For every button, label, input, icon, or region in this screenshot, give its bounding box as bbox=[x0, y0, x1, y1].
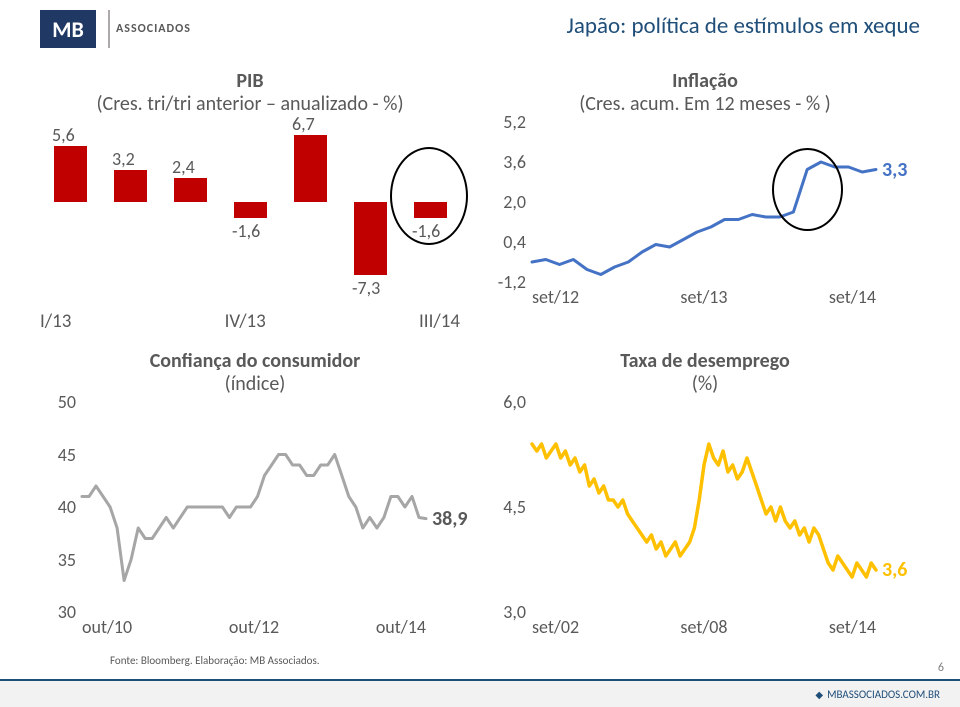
highlight-circle bbox=[390, 147, 468, 245]
chart-desemprego-title-rest: (%) bbox=[692, 372, 718, 396]
x-tick-label: out/10 bbox=[82, 616, 132, 638]
line-svg bbox=[490, 122, 920, 282]
highlight-circle bbox=[772, 148, 843, 231]
x-tick-label: set/14 bbox=[829, 286, 876, 308]
x-axis-labels: out/10 out/12 out/14 bbox=[82, 616, 426, 638]
logo-text: ASSOCIADOS bbox=[116, 22, 191, 36]
x-tick-label: set/08 bbox=[680, 616, 727, 638]
chart-confianca: Confiança do consumidor (índice) 3035404… bbox=[40, 350, 470, 612]
slide-title: Japão: política de estímulos em xeque bbox=[567, 12, 920, 40]
plot-confianca: 3035404550out/10out/12out/1438,9 bbox=[40, 402, 470, 612]
x-axis-labels: I/13 IV/13 III/14 bbox=[40, 310, 460, 333]
chart-confianca-title: Confiança do consumidor (índice) bbox=[40, 350, 470, 396]
logo: MB ASSOCIADOS bbox=[40, 10, 191, 48]
x-tick-label: set/12 bbox=[532, 286, 579, 308]
chart-inflacao-title-rest: (Cres. acum. Em 12 meses - % ) bbox=[579, 92, 831, 116]
x-tick-label: set/02 bbox=[532, 616, 579, 638]
x-tick-label: out/12 bbox=[229, 616, 279, 638]
chart-desemprego-title-strong: Taxa de desemprego bbox=[620, 349, 790, 373]
x-tick-label: out/14 bbox=[376, 616, 426, 638]
chart-desemprego-title: Taxa de desemprego (%) bbox=[490, 350, 920, 396]
bar-label: -1,6 bbox=[232, 220, 260, 242]
x-axis-labels: set/02 set/08 set/14 bbox=[532, 616, 876, 638]
chart-pib: PIB (Cres. tri/tri anterior – anualizado… bbox=[40, 70, 460, 282]
chart-inflacao-title: Inflação (Cres. acum. Em 12 meses - % ) bbox=[490, 70, 920, 116]
end-label: 3,6 bbox=[882, 558, 907, 582]
source-text: Fonte: Bloomberg. Elaboração: MB Associa… bbox=[110, 654, 320, 667]
chart-desemprego: Taxa de desemprego (%) 3,04,56,0set/02se… bbox=[490, 350, 920, 612]
chart-inflacao-title-strong: Inflação bbox=[672, 69, 738, 93]
plot-inflacao: -1,20,42,03,65,2set/12set/13set/143,3 bbox=[490, 122, 920, 282]
svg-pib bbox=[40, 70, 340, 220]
chart-confianca-title-rest: (índice) bbox=[225, 372, 286, 396]
end-label: 38,9 bbox=[432, 507, 468, 531]
x-tick-label: I/13 bbox=[40, 310, 71, 333]
x-tick-label: set/13 bbox=[680, 286, 727, 308]
end-label: 3,3 bbox=[882, 158, 907, 182]
x-axis-labels: set/12 set/13 set/14 bbox=[532, 286, 876, 308]
logo-mark: MB bbox=[40, 10, 96, 48]
x-tick-label: set/14 bbox=[829, 616, 876, 638]
line-svg bbox=[490, 402, 920, 612]
x-tick-label: IV/13 bbox=[225, 310, 266, 333]
x-tick-label: III/14 bbox=[419, 310, 460, 333]
bar bbox=[354, 202, 387, 275]
chart-inflacao: Inflação (Cres. acum. Em 12 meses - % ) … bbox=[490, 70, 920, 282]
diamond-icon: ◆ bbox=[815, 688, 823, 701]
page-number: 6 bbox=[938, 661, 944, 675]
footer-link: MBASSOCIADOS.COM.BR bbox=[827, 688, 940, 701]
chart-confianca-title-strong: Confiança do consumidor bbox=[150, 349, 361, 373]
plot-desemprego: 3,04,56,0set/02set/08set/143,6 bbox=[490, 402, 920, 612]
bar-label: -7,3 bbox=[352, 277, 380, 299]
footer: ◆ MBASSOCIADOS.COM.BR bbox=[0, 679, 960, 707]
logo-divider bbox=[108, 10, 110, 48]
line-svg bbox=[40, 402, 470, 612]
